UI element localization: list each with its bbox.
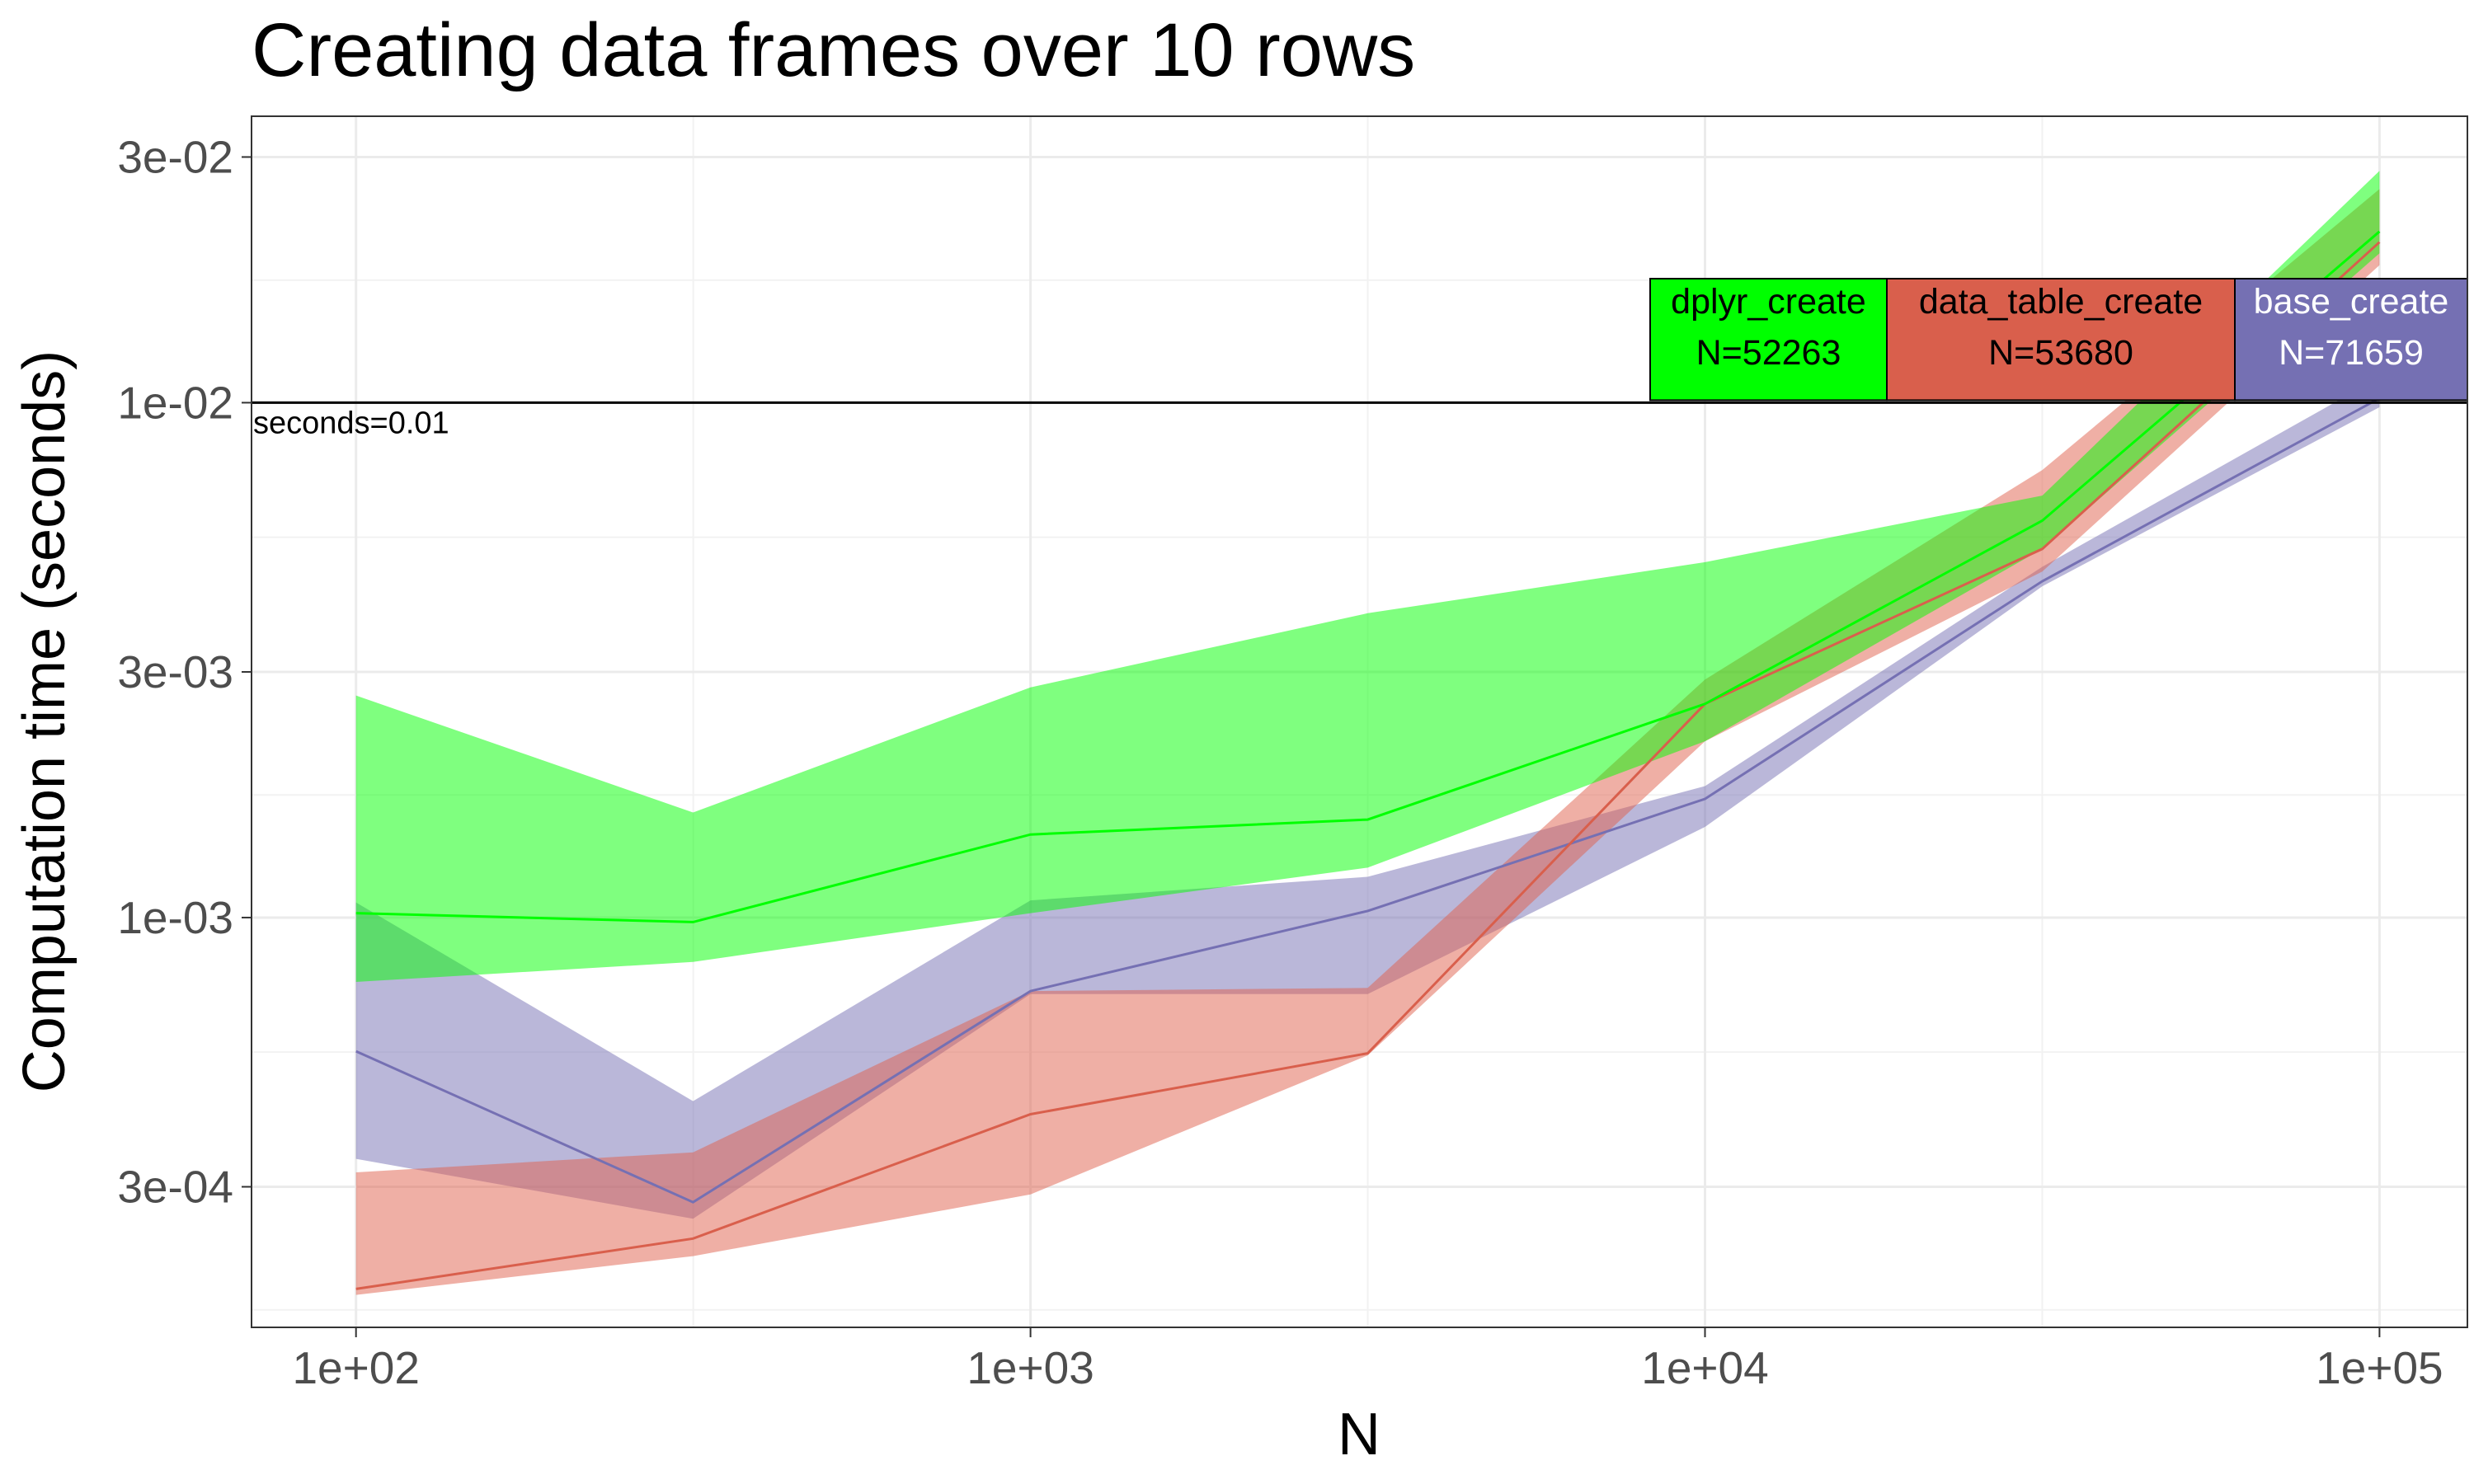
series-labels: dplyr_create N=52263 data_table_create N=53…: [1649, 278, 2468, 402]
band-data_table_create: [355, 189, 2380, 1295]
y-axis-title: Computation time (seconds): [12, 350, 78, 1092]
line-dplyr_create: [355, 230, 2381, 923]
median-lines: [355, 230, 2381, 1290]
band-dplyr_create: [355, 171, 2380, 982]
reference-line-label: seconds=0.01: [253, 406, 449, 440]
y-tick-label: 1e-03: [117, 892, 233, 943]
plot-panel-border: [251, 115, 2468, 1328]
label-name-data_table_create: data_table_create: [1919, 282, 2203, 322]
y-axis-ticks: 3e-04 1e-03 3e-03 1e-02 3e-02: [117, 131, 252, 1213]
label-crossing-data_table_create: N=53680: [1988, 333, 2133, 373]
x-tick-label: 1e+03: [967, 1342, 1094, 1393]
confidence-bands: [355, 171, 2380, 1295]
x-tick-label: 1e+05: [2316, 1342, 2443, 1393]
label-box-dplyr_create: [1649, 278, 1888, 402]
band-base_create: [355, 377, 2380, 1219]
y-tick-label: 3e-04: [117, 1162, 233, 1213]
y-tick-label: 3e-03: [117, 646, 233, 697]
chart-title: Creating data frames over 10 rows: [252, 8, 1415, 92]
line-base_create: [355, 397, 2381, 1204]
x-tick-label: 1e+04: [1641, 1342, 1768, 1393]
x-axis-title: N: [1338, 1402, 1380, 1468]
y-tick-label: 1e-02: [117, 377, 233, 428]
label-name-base_create: base_create: [2254, 282, 2449, 322]
label-name-dplyr_create: dplyr_create: [1671, 282, 1866, 322]
y-tick-label: 3e-02: [117, 131, 233, 182]
x-axis-ticks: 1e+02 1e+03 1e+04 1e+05: [292, 1327, 2443, 1393]
x-tick-label: 1e+02: [292, 1342, 419, 1393]
label-crossing-base_create: N=71659: [2279, 333, 2424, 373]
label-box-base_create: [2234, 278, 2468, 402]
line-data_table_create: [355, 241, 2381, 1290]
label-crossing-dplyr_create: N=52263: [1696, 333, 1841, 373]
label-box-data_table_create: [1886, 278, 2236, 402]
